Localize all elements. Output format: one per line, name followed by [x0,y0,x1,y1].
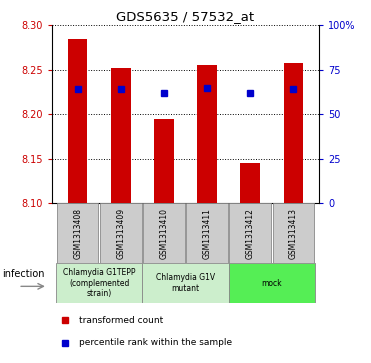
Bar [142,263,229,303]
Bar [283,63,303,203]
Text: GSM1313412: GSM1313412 [246,208,255,259]
Bar [229,203,271,263]
Bar [273,203,314,263]
Text: Chlamydia G1V
mutant: Chlamydia G1V mutant [156,273,215,293]
Bar [186,203,228,263]
Text: infection: infection [3,269,45,280]
Bar [56,263,142,303]
Text: GSM1313410: GSM1313410 [160,208,168,259]
Title: GDS5635 / 57532_at: GDS5635 / 57532_at [116,10,255,23]
Bar [240,163,260,203]
Text: transformed count: transformed count [79,316,163,325]
Text: Chlamydia G1TEPP
(complemented
strain): Chlamydia G1TEPP (complemented strain) [63,268,135,298]
Bar [154,119,174,203]
Text: GSM1313413: GSM1313413 [289,208,298,259]
Bar [229,263,315,303]
Bar [197,65,217,203]
Bar [143,203,185,263]
Text: percentile rank within the sample: percentile rank within the sample [79,338,232,347]
Bar [57,203,98,263]
Text: mock: mock [261,279,282,287]
Bar [100,203,142,263]
Bar [111,68,131,203]
Text: GSM1313409: GSM1313409 [116,208,125,259]
Text: GSM1313408: GSM1313408 [73,208,82,259]
Bar [68,39,88,203]
Text: GSM1313411: GSM1313411 [203,208,211,259]
